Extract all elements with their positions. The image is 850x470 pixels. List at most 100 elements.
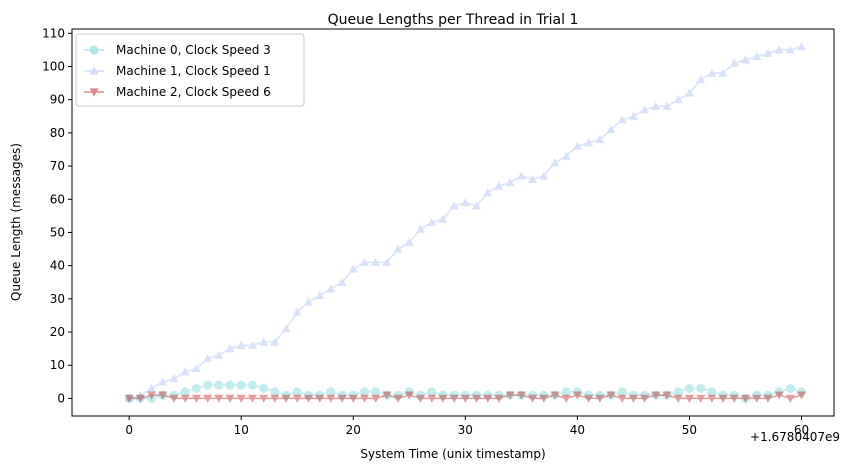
data-point <box>763 48 773 57</box>
data-point <box>236 340 246 349</box>
data-point <box>617 394 627 403</box>
y-tick-label: 90 <box>50 93 65 107</box>
data-point <box>393 394 403 403</box>
data-point <box>259 337 269 346</box>
data-point <box>584 394 594 403</box>
data-point <box>550 158 560 167</box>
legend-items: Machine 0, Clock Speed 3 Machine 1, Clock… <box>84 43 271 99</box>
data-point <box>371 257 381 266</box>
legend-swatch <box>84 88 104 97</box>
data-point <box>550 391 560 400</box>
data-point <box>797 391 807 400</box>
data-point <box>460 394 470 403</box>
data-point <box>572 387 582 397</box>
data-point <box>729 394 739 403</box>
data-point <box>483 394 493 403</box>
legend-label: Machine 1, Clock Speed 1 <box>116 64 271 78</box>
chart-title: Queue Lengths per Thread in Trial 1 <box>328 12 579 28</box>
data-point <box>595 394 605 403</box>
data-point <box>494 390 504 400</box>
data-point <box>438 214 448 223</box>
data-point <box>606 390 616 400</box>
data-point <box>460 198 470 207</box>
data-point <box>203 394 213 403</box>
series-line <box>129 394 802 400</box>
data-point <box>718 394 728 403</box>
data-point <box>191 394 201 403</box>
x-tick-label: 50 <box>682 423 697 437</box>
y-tick-label: 10 <box>50 358 65 372</box>
data-point <box>472 390 482 400</box>
data-point <box>158 377 168 386</box>
data-point <box>427 218 437 227</box>
data-point <box>124 393 134 403</box>
data-point <box>303 394 313 403</box>
data-point <box>259 394 269 403</box>
data-point <box>707 394 717 403</box>
legend: Machine 0, Clock Speed 3 Machine 1, Clock… <box>75 33 305 107</box>
data-point <box>124 393 134 403</box>
y-tick-label: 0 <box>57 391 65 405</box>
data-point <box>550 390 560 400</box>
data-point <box>673 394 683 403</box>
legend-swatch-marker <box>89 66 99 75</box>
data-point <box>752 52 762 61</box>
data-point <box>785 383 795 393</box>
data-point <box>752 390 762 400</box>
data-point <box>416 390 426 400</box>
data-point <box>438 394 448 403</box>
data-point <box>247 380 257 390</box>
data-point <box>516 390 526 400</box>
data-point <box>528 174 538 183</box>
series-layer <box>124 42 807 403</box>
data-point <box>684 383 694 393</box>
y-tick-label: 50 <box>50 225 65 239</box>
data-point <box>449 201 459 210</box>
legend-frame <box>75 33 305 107</box>
data-point <box>147 391 157 400</box>
data-point <box>718 68 728 77</box>
data-point <box>326 284 336 293</box>
data-point <box>774 387 784 397</box>
y-tick-label: 70 <box>50 159 65 173</box>
data-point <box>135 394 145 403</box>
data-point <box>348 390 358 400</box>
data-point <box>382 257 392 266</box>
data-point <box>651 391 661 400</box>
data-point <box>348 394 358 403</box>
data-point <box>169 390 179 400</box>
y-tick-label: 80 <box>50 126 65 140</box>
data-point <box>449 390 459 400</box>
data-point <box>427 387 437 397</box>
data-point <box>763 394 773 403</box>
data-point <box>651 390 661 400</box>
data-point <box>662 391 672 400</box>
data-point <box>382 390 392 400</box>
data-point <box>606 391 616 400</box>
data-point <box>124 394 134 403</box>
data-point <box>337 394 347 403</box>
y-tick-label: 60 <box>50 192 65 206</box>
legend-label: Machine 0, Clock Speed 3 <box>116 43 271 57</box>
data-point <box>281 394 291 403</box>
data-point <box>572 141 582 150</box>
data-point <box>326 394 336 403</box>
data-point <box>281 324 291 333</box>
data-point <box>236 380 246 390</box>
data-point <box>617 387 627 397</box>
x-tick-label: 20 <box>346 423 361 437</box>
data-point <box>640 394 650 403</box>
series-line <box>129 384 802 400</box>
data-point <box>516 171 526 180</box>
data-point <box>158 390 168 400</box>
y-tick-label: 100 <box>42 60 65 74</box>
y-tick-label: 40 <box>50 259 65 273</box>
data-point <box>516 391 526 400</box>
x-tick-label: 10 <box>234 423 249 437</box>
data-point <box>729 390 739 400</box>
x-tick-label: 30 <box>458 423 473 437</box>
data-point <box>191 364 201 373</box>
data-point <box>203 354 213 363</box>
data-point <box>572 391 582 400</box>
data-point <box>561 394 571 403</box>
